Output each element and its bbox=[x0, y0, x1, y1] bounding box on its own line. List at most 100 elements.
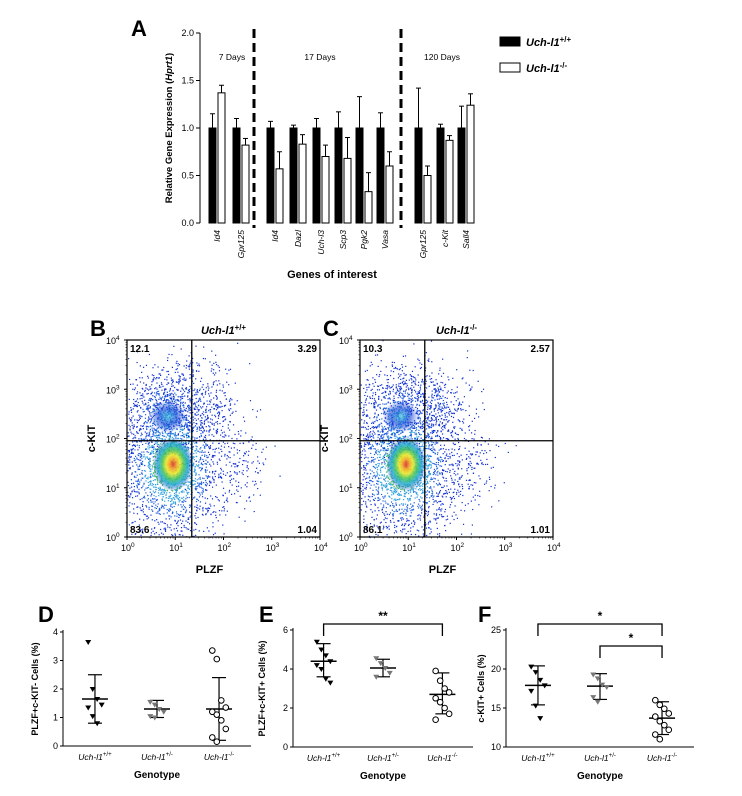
event-dot bbox=[138, 419, 141, 421]
event-dot bbox=[144, 470, 147, 472]
event-dot bbox=[148, 404, 150, 406]
event-dot bbox=[411, 509, 413, 511]
event-dot bbox=[161, 369, 163, 371]
event-dot bbox=[177, 525, 179, 527]
event-dot bbox=[377, 507, 379, 509]
event-dot bbox=[423, 447, 425, 449]
event-dot bbox=[397, 438, 399, 440]
event-dot bbox=[373, 499, 375, 502]
event-dot bbox=[149, 388, 151, 390]
event-dot bbox=[180, 348, 182, 350]
event-dot bbox=[136, 484, 138, 486]
event-dot bbox=[154, 395, 156, 398]
event-dot bbox=[456, 369, 458, 371]
event-dot bbox=[430, 449, 433, 452]
event-dot bbox=[437, 484, 439, 486]
event-dot bbox=[360, 482, 362, 485]
event-dot bbox=[387, 476, 389, 478]
event-dot bbox=[147, 375, 149, 377]
event-dot bbox=[452, 436, 454, 438]
event-dot bbox=[476, 463, 478, 465]
event-dot bbox=[380, 484, 382, 486]
event-dot bbox=[383, 428, 385, 431]
event-dot bbox=[394, 526, 396, 529]
event-dot bbox=[161, 521, 164, 523]
event-dot bbox=[201, 417, 203, 419]
event-dot bbox=[186, 528, 188, 530]
event-dot bbox=[174, 520, 176, 522]
event-dot bbox=[426, 482, 428, 485]
event-dot bbox=[424, 436, 427, 439]
event-dot bbox=[202, 406, 204, 408]
event-dot bbox=[377, 414, 379, 416]
event-dot bbox=[395, 530, 397, 532]
event-dot bbox=[387, 441, 390, 443]
event-dot bbox=[200, 463, 202, 465]
event-dot bbox=[171, 385, 173, 387]
event-dot bbox=[384, 495, 386, 497]
event-dot bbox=[218, 500, 220, 502]
event-dot bbox=[141, 472, 143, 474]
event-dot bbox=[410, 434, 413, 436]
event-dot bbox=[432, 423, 434, 425]
event-dot bbox=[194, 413, 196, 415]
event-dot bbox=[412, 488, 414, 491]
event-dot bbox=[451, 463, 453, 465]
event-dot bbox=[146, 518, 148, 520]
event-dot bbox=[195, 448, 197, 450]
event-dot bbox=[398, 508, 401, 510]
event-dot bbox=[149, 422, 151, 424]
event-dot bbox=[177, 504, 179, 506]
event-dot bbox=[409, 497, 411, 500]
event-dot bbox=[432, 496, 434, 498]
event-dot bbox=[145, 515, 148, 517]
event-dot bbox=[196, 509, 198, 511]
event-dot bbox=[393, 521, 395, 524]
event-dot bbox=[195, 445, 197, 447]
event-dot bbox=[454, 470, 456, 472]
event-dot bbox=[389, 390, 391, 392]
event-dot bbox=[228, 408, 230, 410]
event-dot bbox=[168, 510, 170, 512]
event-dot bbox=[372, 436, 374, 438]
event-dot bbox=[155, 378, 157, 380]
event-dot bbox=[388, 528, 390, 530]
event-dot bbox=[173, 498, 176, 500]
event-dot bbox=[194, 404, 197, 406]
event-dot bbox=[390, 521, 392, 523]
event-dot bbox=[420, 384, 422, 386]
event-dot bbox=[151, 429, 153, 431]
event-dot bbox=[226, 472, 228, 474]
event-dot bbox=[374, 441, 376, 443]
event-dot bbox=[445, 496, 447, 498]
event-dot bbox=[152, 456, 154, 458]
event-dot bbox=[245, 451, 247, 453]
event-dot bbox=[437, 452, 439, 454]
event-dot bbox=[138, 492, 140, 494]
event-dot bbox=[452, 442, 454, 444]
event-dot bbox=[386, 489, 388, 491]
event-dot bbox=[170, 504, 172, 506]
event-dot bbox=[416, 403, 418, 405]
event-dot bbox=[144, 390, 146, 393]
event-dot bbox=[193, 389, 195, 392]
event-dot bbox=[387, 427, 390, 430]
event-dot bbox=[140, 462, 142, 464]
event-dot bbox=[385, 432, 388, 434]
event-dot bbox=[136, 431, 138, 433]
bar bbox=[385, 165, 394, 224]
event-dot bbox=[418, 535, 420, 537]
event-dot bbox=[401, 531, 403, 533]
event-dot bbox=[393, 367, 395, 370]
event-dot bbox=[251, 436, 253, 438]
event-dot bbox=[146, 440, 148, 443]
event-dot bbox=[410, 503, 412, 505]
event-dot bbox=[214, 448, 216, 450]
event-dot bbox=[446, 491, 448, 493]
event-dot bbox=[145, 408, 147, 410]
event-dot bbox=[140, 438, 142, 440]
event-dot bbox=[199, 478, 202, 480]
event-dot bbox=[175, 381, 177, 383]
event-dot bbox=[220, 445, 223, 447]
